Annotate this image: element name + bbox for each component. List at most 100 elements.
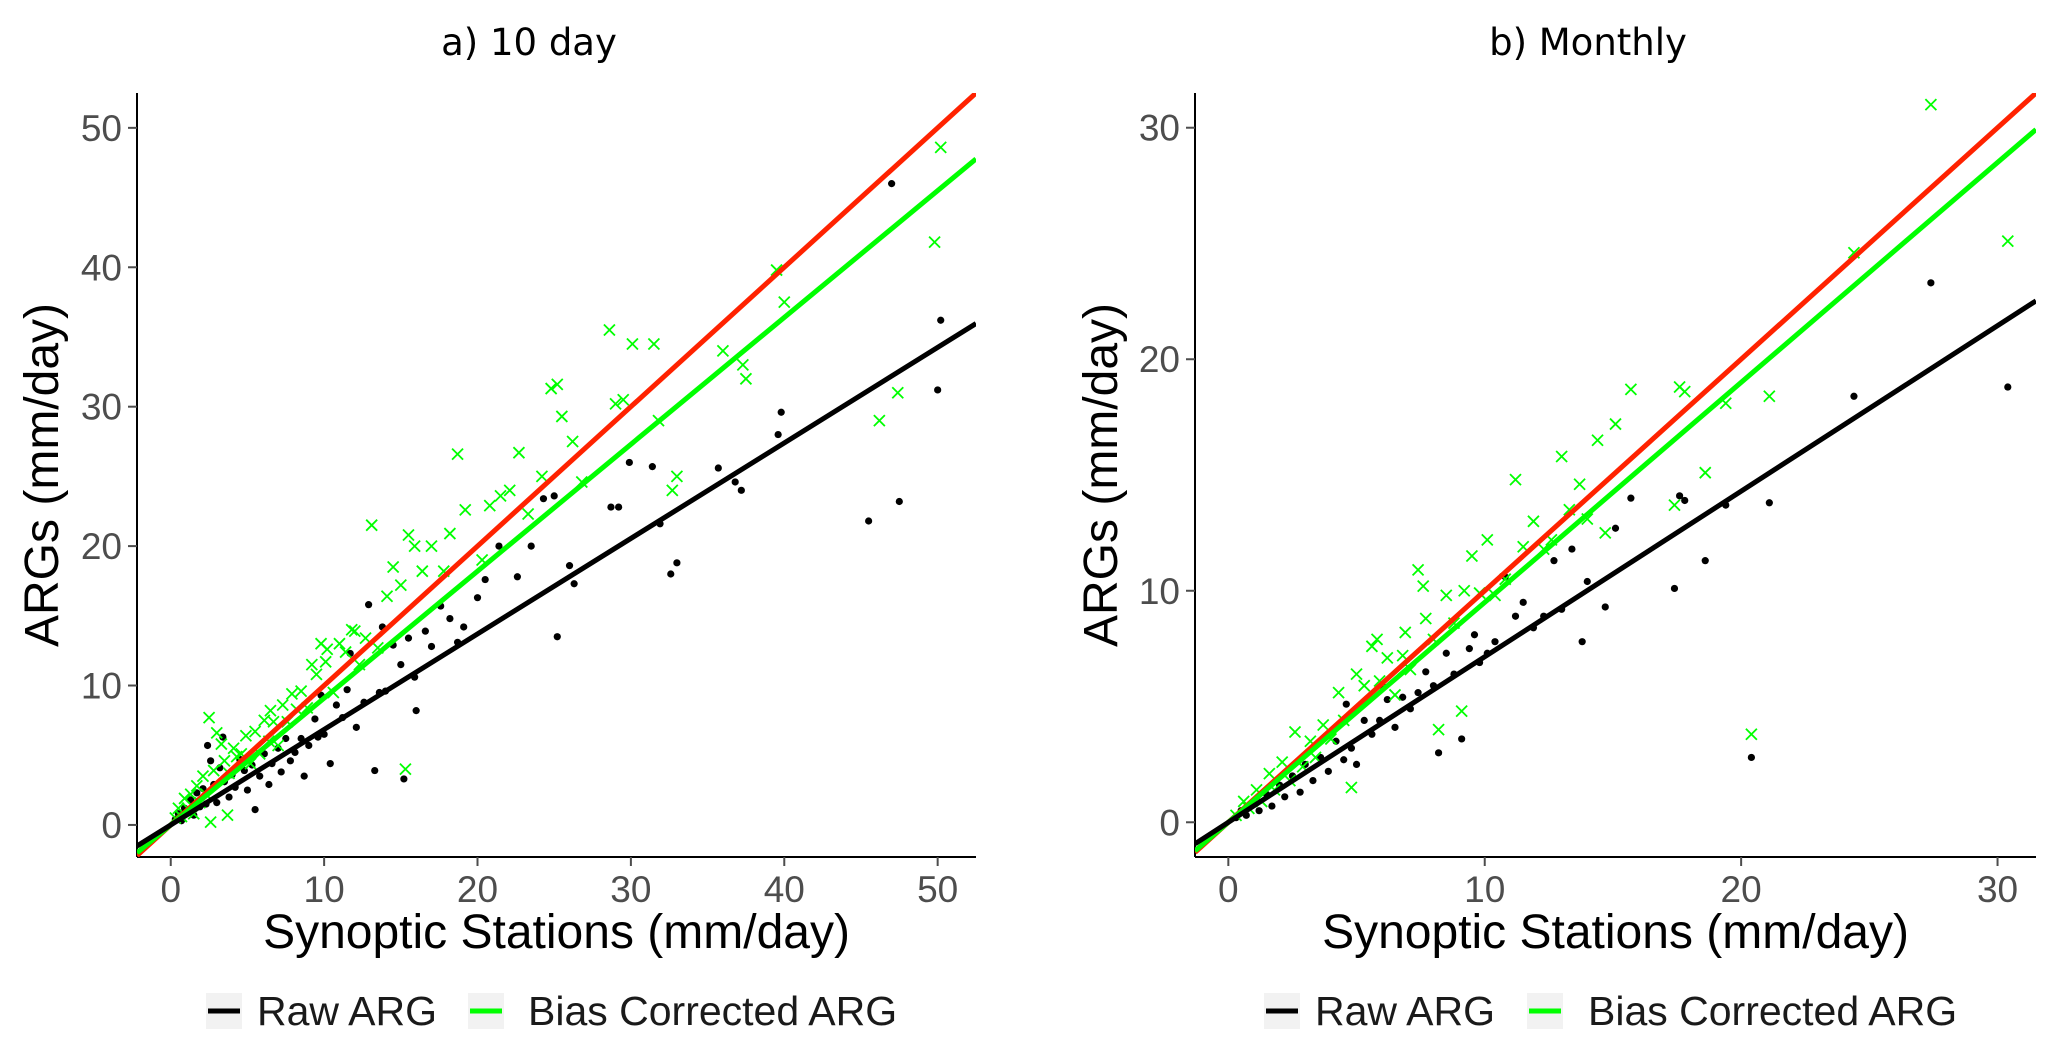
- point-raw-arg: [1399, 693, 1407, 701]
- point-raw-arg: [282, 734, 290, 743]
- point-bias-corrected-arg: [1276, 755, 1289, 769]
- x-tick-label: 10: [304, 869, 345, 910]
- point-bias-corrected-arg: [566, 435, 579, 448]
- point-raw-arg: [777, 408, 785, 416]
- point-raw-arg: [332, 701, 340, 709]
- point-raw-arg: [207, 757, 215, 765]
- panel-title: a) 10 day: [441, 21, 617, 64]
- point-bias-corrected-arg: [555, 410, 569, 423]
- point-raw-arg: [888, 180, 896, 188]
- point-raw-arg: [265, 780, 273, 789]
- point-raw-arg: [1458, 735, 1466, 743]
- panel-monthly: b) Monthly 0 10 20 30 0 10 20 30 Synoptic Station…: [1075, 21, 2036, 959]
- point-bias-corrected-arg: [408, 539, 421, 553]
- point-raw-arg: [1670, 584, 1679, 593]
- y-tick-label: 0: [101, 805, 122, 846]
- point-bias-corrected-arg: [1763, 390, 1776, 403]
- point-bias-corrected-arg: [285, 687, 299, 701]
- point-bias-corrected-arg: [319, 655, 332, 668]
- legend-label-corrected-b: Bias Corrected ARG: [1588, 988, 1957, 1034]
- point-raw-arg: [1491, 638, 1499, 646]
- point-raw-arg: [481, 575, 489, 584]
- point-bias-corrected-arg: [647, 337, 661, 351]
- point-raw-arg: [1268, 802, 1276, 810]
- point-raw-arg: [1676, 492, 1684, 500]
- point-bias-corrected-arg: [483, 499, 496, 512]
- point-raw-arg: [1850, 392, 1858, 400]
- point-bias-corrected-arg: [202, 711, 216, 724]
- scatter-layer: [169, 141, 947, 829]
- point-bias-corrected-arg: [1599, 526, 1612, 540]
- point-bias-corrected-arg: [264, 704, 277, 717]
- point-raw-arg: [1255, 807, 1263, 815]
- point-bias-corrected-arg: [1332, 686, 1345, 699]
- point-raw-arg: [1324, 767, 1332, 775]
- point-raw-arg: [1414, 689, 1422, 697]
- point-raw-arg: [326, 759, 334, 768]
- point-bias-corrected-arg: [1263, 767, 1276, 780]
- point-bias-corrected-arg: [544, 382, 558, 395]
- point-bias-corrected-arg: [873, 414, 886, 427]
- x-tick-label: 10: [1464, 869, 1505, 910]
- point-bias-corrected-arg: [227, 742, 240, 755]
- point-bias-corrected-arg: [387, 560, 400, 574]
- point-raw-arg: [495, 542, 503, 550]
- point-bias-corrected-arg: [1509, 473, 1522, 486]
- point-raw-arg: [1583, 577, 1591, 586]
- point-raw-arg: [1352, 760, 1361, 768]
- x-tick-label: 0: [1218, 869, 1239, 910]
- y-tick-label: 40: [81, 247, 122, 288]
- point-raw-arg: [648, 463, 656, 471]
- line-raw-arg-fit: [1195, 298, 2036, 846]
- point-bias-corrected-arg: [1381, 651, 1394, 665]
- point-bias-corrected-arg: [1699, 466, 1712, 479]
- y-tick-label: 50: [81, 108, 122, 149]
- point-raw-arg: [371, 766, 379, 775]
- point-raw-arg: [1550, 557, 1558, 565]
- point-bias-corrected-arg: [305, 658, 318, 671]
- point-raw-arg: [667, 570, 675, 578]
- point-bias-corrected-arg: [310, 668, 323, 681]
- point-raw-arg: [1568, 545, 1576, 553]
- point-raw-arg: [251, 805, 259, 814]
- point-bias-corrected-arg: [218, 754, 231, 767]
- point-raw-arg: [737, 486, 745, 494]
- point-bias-corrected-arg: [521, 507, 535, 521]
- point-raw-arg: [427, 642, 436, 651]
- point-bias-corrected-arg: [503, 484, 516, 497]
- point-bias-corrected-arg: [1350, 667, 1363, 681]
- point-bias-corrected-arg: [190, 779, 203, 793]
- point-bias-corrected-arg: [248, 725, 262, 738]
- point-bias-corrected-arg: [365, 519, 378, 532]
- point-bias-corrected-arg: [1673, 380, 1686, 394]
- point-raw-arg: [673, 559, 681, 567]
- point-raw-arg: [277, 768, 285, 776]
- point-bias-corrected-arg: [258, 714, 271, 727]
- point-raw-arg: [1578, 638, 1586, 646]
- point-bias-corrected-arg: [1455, 705, 1468, 718]
- point-bias-corrected-arg: [716, 344, 730, 358]
- point-bias-corrected-arg: [1591, 434, 1604, 447]
- point-raw-arg: [1747, 753, 1755, 762]
- point-raw-arg: [513, 573, 521, 581]
- legend-panel-b: Raw ARG Bias Corrected ARG: [1264, 988, 1957, 1034]
- point-raw-arg: [1342, 700, 1350, 708]
- line-bias-corrected-arg-fit: [1195, 127, 2036, 853]
- point-raw-arg: [311, 715, 319, 723]
- point-bias-corrected-arg: [934, 141, 947, 154]
- y-tick-label: 30: [81, 387, 122, 428]
- point-raw-arg: [213, 799, 221, 807]
- point-bias-corrected-arg: [1527, 515, 1540, 528]
- point-bias-corrected-arg: [339, 645, 352, 659]
- point-bias-corrected-arg: [1370, 633, 1384, 646]
- point-raw-arg: [1927, 279, 1935, 287]
- point-bias-corrected-arg: [1432, 723, 1445, 736]
- point-bias-corrected-arg: [399, 763, 412, 776]
- point-bias-corrected-arg: [204, 816, 217, 829]
- line-raw-arg-fit: [137, 321, 976, 849]
- point-bias-corrected-arg: [1317, 718, 1330, 732]
- point-raw-arg: [1391, 723, 1399, 731]
- point-bias-corrected-arg: [1440, 589, 1453, 602]
- point-bias-corrected-arg: [670, 470, 684, 483]
- point-bias-corrected-arg: [1399, 626, 1412, 639]
